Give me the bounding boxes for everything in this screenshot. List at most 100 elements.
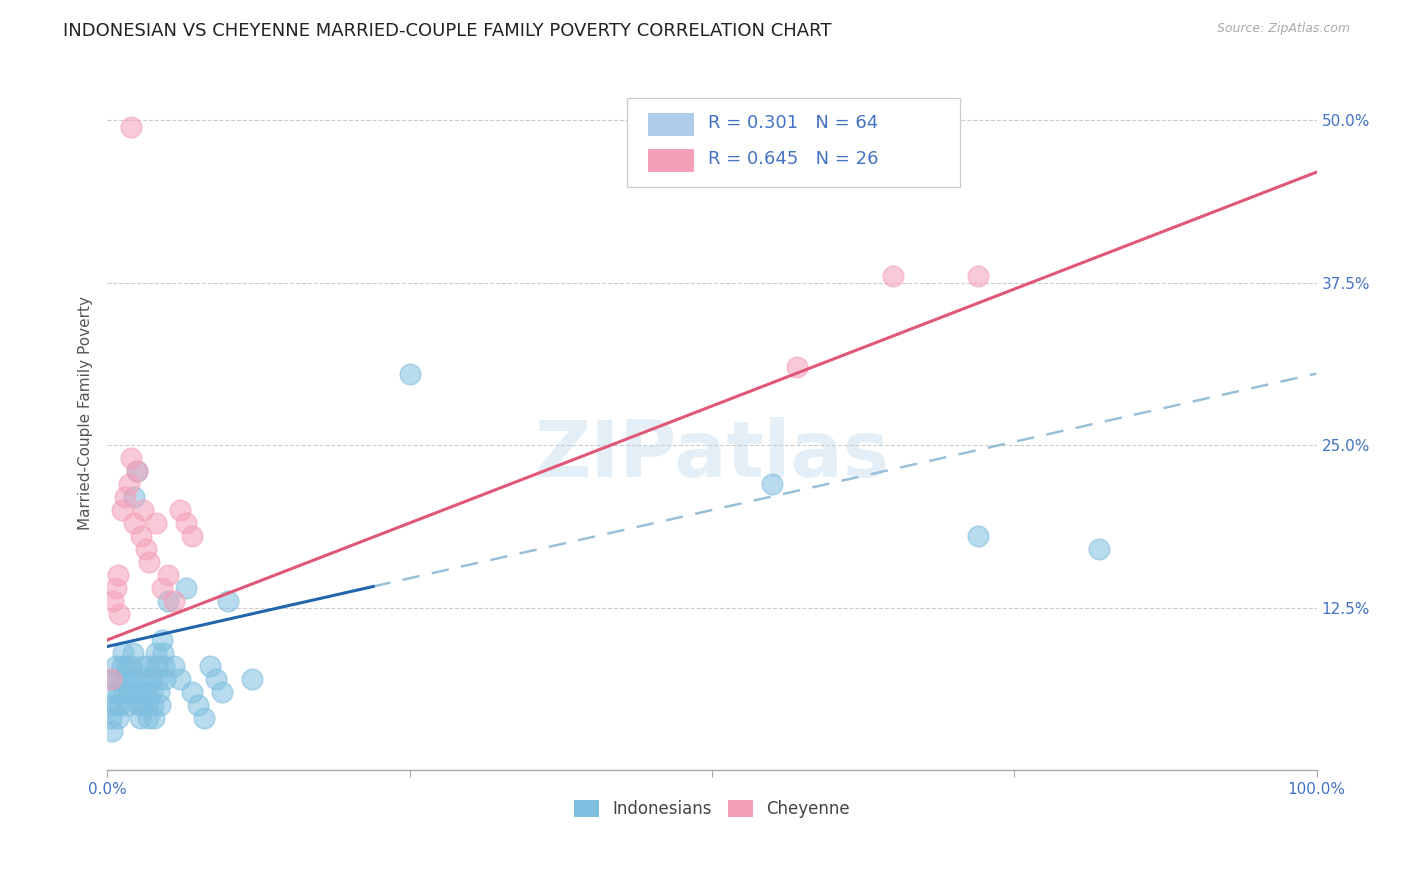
Text: R = 0.645   N = 26: R = 0.645 N = 26 [709,150,879,168]
Point [132,503,155,517]
Point [98,698,121,712]
Point [143,711,166,725]
Point [211,685,233,699]
Point [124,672,146,686]
Point [149,698,172,712]
Point [136,698,159,712]
Point [135,542,157,557]
Point [104,659,127,673]
Point [103,594,125,608]
Point [122,490,145,504]
Point [1088,542,1111,557]
Point [104,581,127,595]
Point [108,672,131,686]
Text: INDONESIAN VS CHEYENNE MARRIED-COUPLE FAMILY POVERTY CORRELATION CHART: INDONESIAN VS CHEYENNE MARRIED-COUPLE FA… [63,22,832,40]
Point [103,672,125,686]
Point [786,360,808,375]
Point [156,568,179,582]
Point [115,659,138,673]
Point [120,120,142,134]
Point [128,698,150,712]
Point [145,646,167,660]
Point [108,685,131,699]
Point [117,698,139,712]
Bar [648,149,693,171]
Point [114,490,136,504]
Point [129,685,152,699]
Point [111,646,134,660]
Point [110,698,132,712]
Point [120,672,142,686]
Point [114,672,136,686]
Point [150,633,173,648]
Text: R = 0.301   N = 64: R = 0.301 N = 64 [709,114,879,132]
Point [398,367,420,381]
Point [967,269,990,284]
Point [967,529,990,543]
Point [174,581,197,595]
Point [169,503,191,517]
Point [155,672,177,686]
Point [139,672,162,686]
Y-axis label: Married-Couple Family Poverty: Married-Couple Family Poverty [79,295,93,530]
Point [105,698,128,712]
Point [120,451,142,466]
Point [135,685,157,699]
Point [108,607,131,621]
Point [136,711,159,725]
Legend: Indonesians, Cheyenne: Indonesians, Cheyenne [565,791,859,826]
Point [198,659,221,673]
Point [882,269,904,284]
Point [103,685,125,699]
Point [120,659,142,673]
Point [111,659,134,673]
Point [100,672,122,686]
Point [125,685,148,699]
FancyBboxPatch shape [627,98,960,187]
Point [217,594,239,608]
Point [150,581,173,595]
Point [107,568,129,582]
Point [101,724,124,739]
Point [134,672,156,686]
Point [163,659,186,673]
Text: ZIPatlas: ZIPatlas [534,417,890,493]
Text: Source: ZipAtlas.com: Source: ZipAtlas.com [1216,22,1350,36]
Point [174,516,197,530]
Point [132,659,155,673]
Point [145,516,167,530]
Point [187,698,209,712]
Point [141,685,163,699]
Point [118,477,141,491]
Point [122,516,145,530]
Point [148,685,170,699]
Point [131,698,153,712]
Point [180,685,202,699]
Point [121,646,143,660]
Point [142,698,165,712]
Point [153,659,176,673]
Point [138,659,160,673]
Point [111,503,134,517]
Point [128,711,150,725]
Point [112,685,135,699]
Point [146,672,169,686]
Point [100,711,122,725]
Point [205,672,228,686]
Point [127,464,149,478]
Bar [648,113,693,136]
Point [127,464,149,478]
Point [169,672,191,686]
Point [118,685,141,699]
Point [193,711,215,725]
Point [240,672,263,686]
Point [129,529,152,543]
Point [107,711,129,725]
Point [180,529,202,543]
Point [163,594,186,608]
Point [156,594,179,608]
Point [152,646,174,660]
Point [145,659,167,673]
Point [138,555,160,569]
Point [761,477,783,491]
